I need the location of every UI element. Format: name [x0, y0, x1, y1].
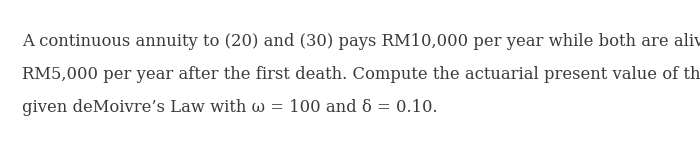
Text: RM5,000 per year after the first death. Compute the actuarial present value of t: RM5,000 per year after the first death. …	[22, 66, 700, 83]
Text: given deMoivre’s Law with ω = 100 and δ = 0.10.: given deMoivre’s Law with ω = 100 and δ …	[22, 99, 437, 116]
Text: A continuous annuity to (20) and (30) pays RM10,000 per year while both are aliv: A continuous annuity to (20) and (30) pa…	[22, 33, 700, 50]
